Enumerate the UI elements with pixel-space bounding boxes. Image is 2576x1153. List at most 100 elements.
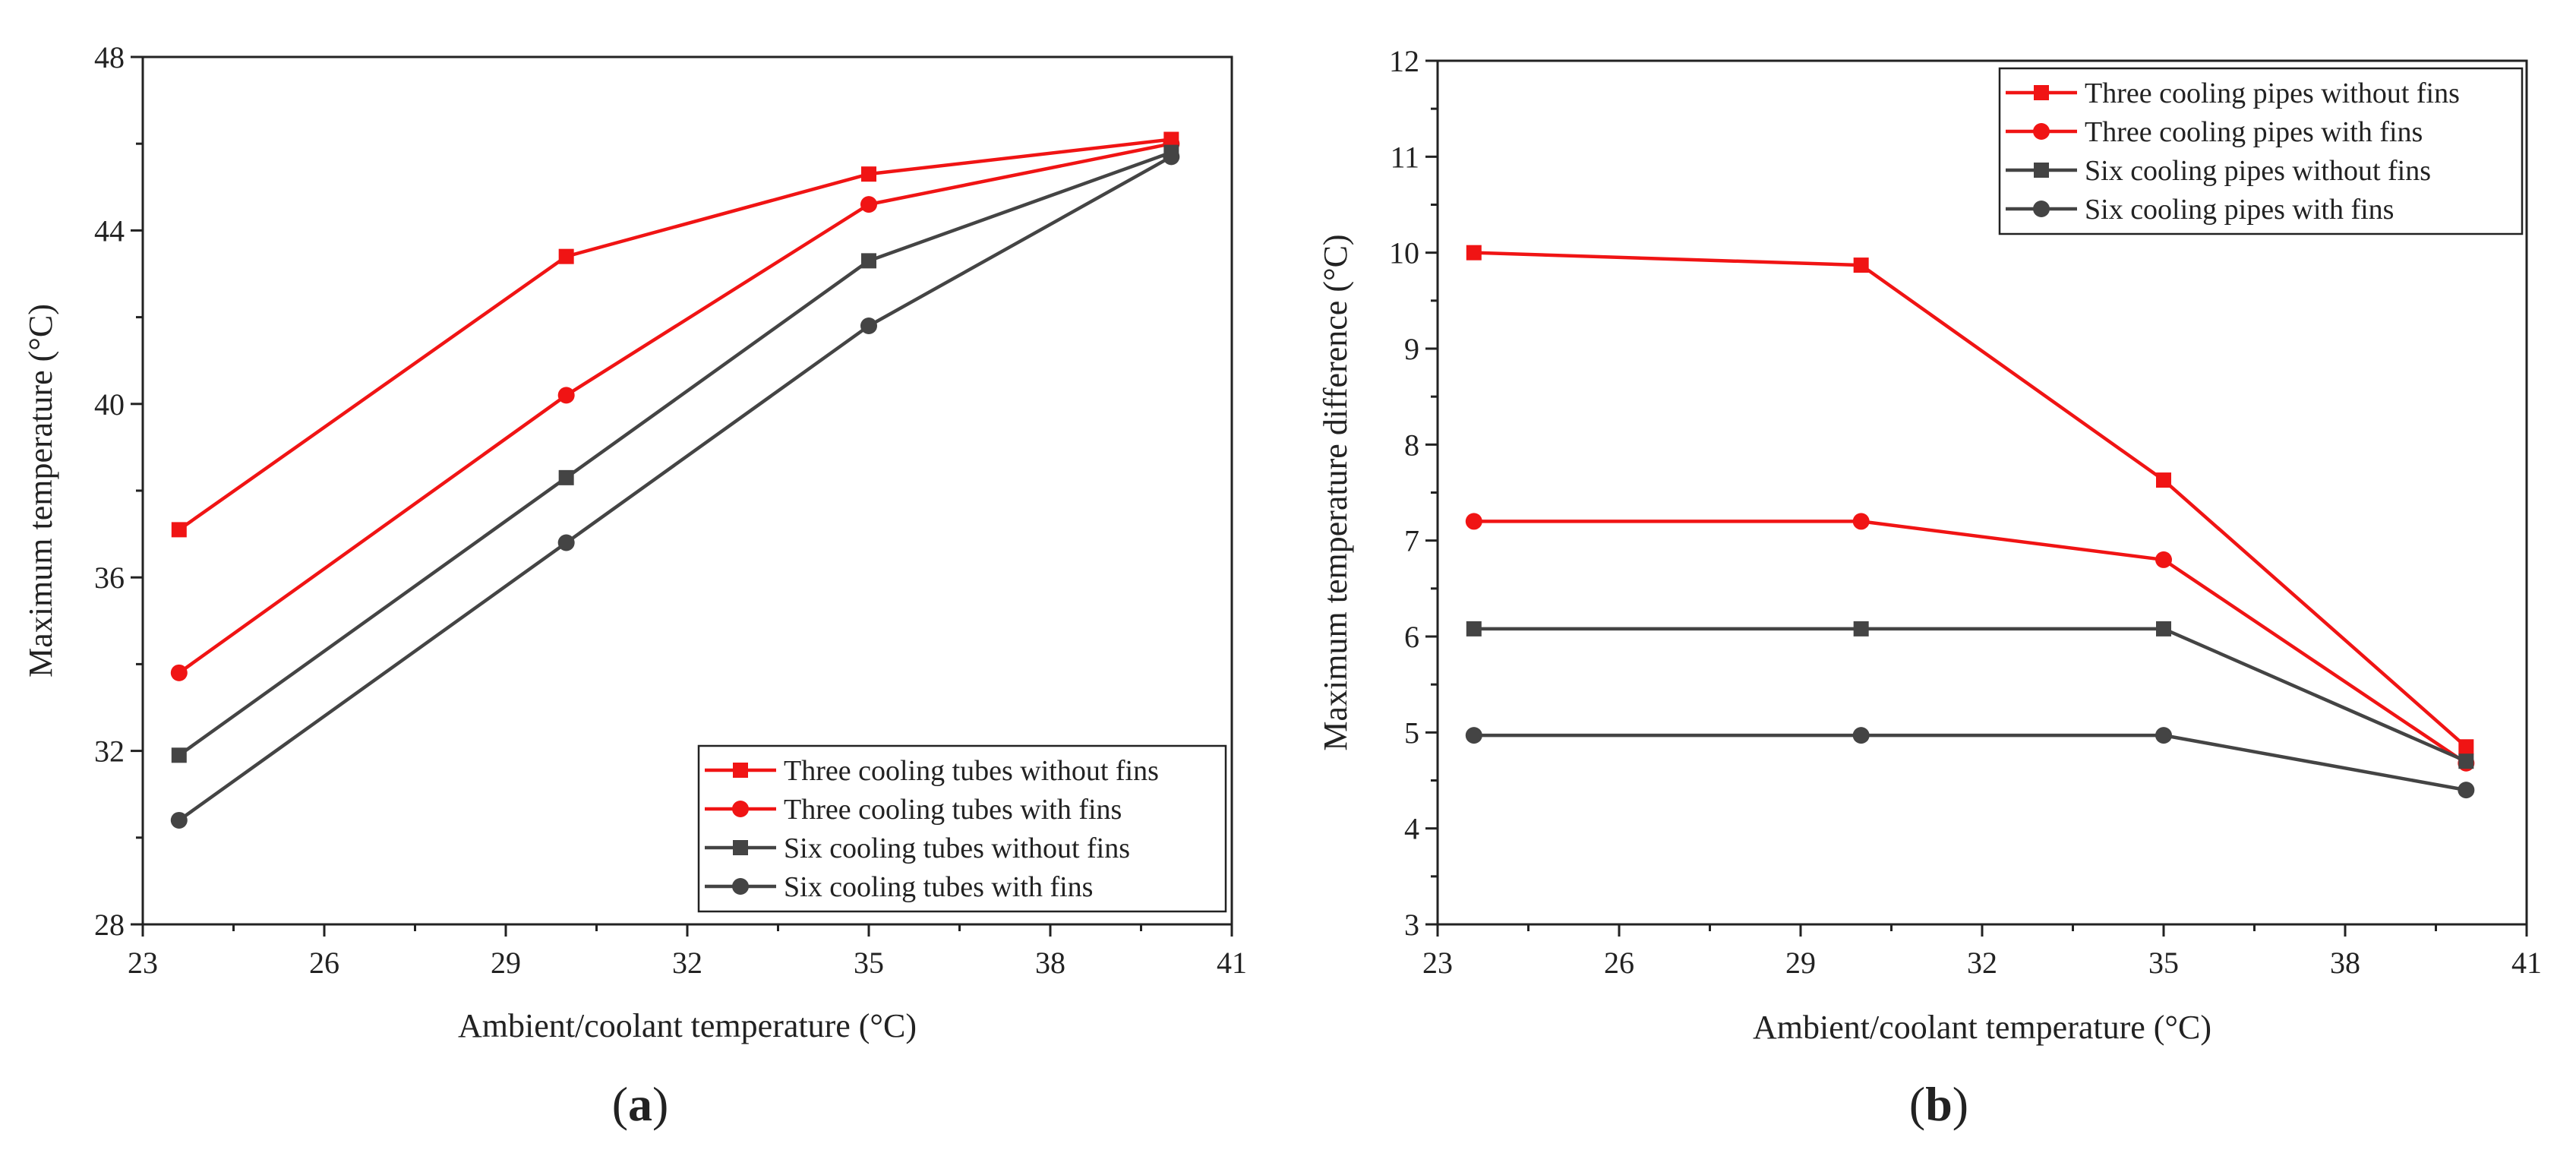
series-line xyxy=(178,155,1173,822)
panel-label-paren: ) xyxy=(1953,1077,1968,1131)
panel-label-paren: ( xyxy=(1909,1077,1925,1131)
legend-marker xyxy=(732,878,749,895)
y-tick-label: 32 xyxy=(94,734,125,769)
legend: Three cooling pipes without fins Three co… xyxy=(1998,67,2524,235)
y-tick-label: 3 xyxy=(1404,908,1419,942)
data-point xyxy=(171,747,187,763)
x-axis-label: Ambient/coolant temperature (°C) xyxy=(1753,1009,2211,1046)
chart-panel-a: 23 26 29 32 35 38 41 28 32 36 40 44 48 Ambient/coolan… xyxy=(22,40,1247,1131)
y-axis-label: Maximum temperature difference (°C) xyxy=(1317,234,1354,750)
legend-item: Three cooling tubes with fins xyxy=(705,794,1122,826)
x-tick-label: 35 xyxy=(854,946,884,980)
x-tick-label: 23 xyxy=(1422,946,1453,980)
y-tick-label: 9 xyxy=(1404,332,1419,366)
data-point xyxy=(2458,753,2474,769)
data-point xyxy=(557,387,575,404)
y-tick-label: 44 xyxy=(94,213,125,248)
legend-box xyxy=(1998,67,2524,235)
data-point xyxy=(1465,727,1482,744)
data-point xyxy=(1853,257,1869,273)
y-tick-label: 6 xyxy=(1404,620,1419,654)
legend-marker xyxy=(2033,123,2050,140)
legend-marker xyxy=(2034,163,2049,178)
legend-marker xyxy=(732,801,749,817)
legend-marker xyxy=(2034,85,2049,100)
legend-item: Three cooling pipes with fins xyxy=(2006,116,2423,148)
series-2 xyxy=(170,135,1180,681)
legend-label: Three cooling pipes without fins xyxy=(2085,77,2460,109)
legend-label: Six cooling tubes with fins xyxy=(784,871,1093,903)
legend-label: Six cooling pipes without fins xyxy=(2085,155,2431,187)
data-point xyxy=(1852,727,1870,744)
chart-panel-b: 23 26 29 32 35 38 41 3 4 5 6 7 8 9 10 11 12 Ambient/coola… xyxy=(1317,44,2542,1131)
y-axis-label: Maximum temperature (°C) xyxy=(22,304,59,678)
data-point xyxy=(861,166,876,182)
panel-label-letter: b xyxy=(1925,1077,1953,1131)
data-point xyxy=(860,317,877,335)
legend-marker xyxy=(733,763,748,778)
series-3 xyxy=(1466,621,2474,769)
series-line xyxy=(1473,627,2467,763)
legend-label: Three cooling tubes with fins xyxy=(784,794,1122,826)
data-point xyxy=(2458,782,2475,799)
y-tick-label: 10 xyxy=(1389,236,1419,270)
data-point xyxy=(558,469,574,485)
series-2 xyxy=(1465,513,2475,772)
y-tick-label: 36 xyxy=(94,561,125,595)
x-tick-label: 26 xyxy=(309,946,339,980)
panel-label-paren: ( xyxy=(612,1077,628,1131)
legend-item: Three cooling tubes without fins xyxy=(705,755,1159,787)
legend-item: Six cooling tubes without fins xyxy=(705,832,1130,864)
y-tick-label: 4 xyxy=(1404,812,1419,846)
series-4 xyxy=(1465,727,2475,799)
panel-label-letter: a xyxy=(628,1077,652,1131)
series-1 xyxy=(171,131,1179,538)
legend: Three cooling tubes without fins Three co… xyxy=(697,744,1227,913)
data-point xyxy=(1465,513,1482,530)
data-point xyxy=(2156,621,2171,637)
x-tick-label: 29 xyxy=(1785,946,1816,980)
x-tick-label: 26 xyxy=(1604,946,1634,980)
series-line xyxy=(178,141,1172,674)
series-line xyxy=(1473,251,2467,748)
legend-label: Three cooling tubes without fins xyxy=(784,755,1159,787)
legend-item: Six cooling pipes with fins xyxy=(2006,194,2394,226)
x-tick-label: 41 xyxy=(2511,946,2542,980)
data-point xyxy=(1466,245,1482,261)
data-point xyxy=(558,248,574,264)
data-point xyxy=(1163,148,1180,166)
x-tick-label: 32 xyxy=(1967,946,1997,980)
data-point xyxy=(2458,739,2474,755)
legend-marker xyxy=(733,840,748,855)
series-line xyxy=(178,137,1172,532)
x-tick-label: 38 xyxy=(1035,946,1065,980)
data-point xyxy=(170,811,188,829)
data-point xyxy=(557,534,575,551)
x-tick-label: 32 xyxy=(672,946,702,980)
data-point xyxy=(2155,551,2172,568)
legend-item: Three cooling pipes without fins xyxy=(2006,77,2460,109)
data-point xyxy=(1853,621,1869,637)
data-point xyxy=(860,196,877,213)
legend-item: Six cooling tubes with fins xyxy=(705,871,1093,903)
legend-label: Six cooling pipes with fins xyxy=(2085,194,2394,226)
data-point xyxy=(861,253,876,269)
data-point xyxy=(2156,472,2171,488)
y-tick-label: 5 xyxy=(1404,715,1419,750)
y-tick-label: 48 xyxy=(94,40,125,74)
series-line xyxy=(1473,733,2467,792)
series-line xyxy=(1473,520,2467,765)
y-tick-label: 7 xyxy=(1404,524,1419,558)
y-tick-label: 11 xyxy=(1390,140,1419,174)
x-tick-label: 23 xyxy=(128,946,158,980)
legend-item: Six cooling pipes without fins xyxy=(2006,155,2431,187)
x-tick-label: 41 xyxy=(1217,946,1247,980)
series-line xyxy=(178,150,1173,757)
x-tick-label: 29 xyxy=(491,946,521,980)
x-tick-label: 38 xyxy=(2330,946,2360,980)
data-point xyxy=(170,664,188,681)
legend-label: Six cooling tubes without fins xyxy=(784,832,1130,864)
y-tick-label: 40 xyxy=(94,387,125,422)
y-tick-label: 28 xyxy=(94,908,125,942)
